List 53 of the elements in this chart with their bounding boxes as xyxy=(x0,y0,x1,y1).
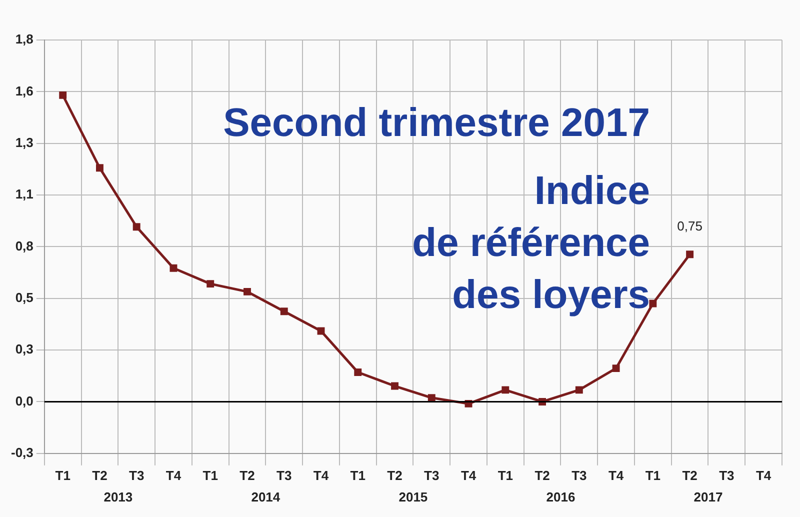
x-tick-label: T2 xyxy=(240,468,255,483)
point xyxy=(280,308,288,316)
x-tick-label: T1 xyxy=(498,468,513,483)
x-tick-label: T4 xyxy=(756,468,772,483)
point xyxy=(206,280,214,288)
point xyxy=(59,91,67,99)
y-tick-label: 1,6 xyxy=(15,83,34,98)
point xyxy=(391,382,398,390)
y-tick-label: 0,5 xyxy=(15,290,34,305)
point xyxy=(686,250,694,258)
x-tick-label: T3 xyxy=(129,468,144,483)
x-tick-label: T4 xyxy=(313,468,330,483)
text: 2017 xyxy=(694,489,723,504)
point xyxy=(649,300,657,308)
y-tick-label: 0,0 xyxy=(15,393,34,408)
text: 2014 xyxy=(251,489,281,504)
x-tick-label: T4 xyxy=(460,468,477,483)
x-tick-label: T2 xyxy=(682,468,698,483)
text: Indice de référence des loyers xyxy=(411,168,650,319)
x-tick-label: T1 xyxy=(55,468,70,483)
point xyxy=(575,386,583,394)
y-tick-label: -0,3 xyxy=(10,444,34,460)
point xyxy=(502,386,510,394)
y-tick-label: 0,3 xyxy=(15,342,34,357)
text: 2015 xyxy=(398,489,428,504)
x-tick-label: T2 xyxy=(387,468,402,483)
point xyxy=(244,288,251,296)
x-tick-label: T4 xyxy=(166,468,182,483)
x-tick-label: T2 xyxy=(534,468,550,483)
x-tick-label: T3 xyxy=(719,468,734,483)
x-tick-label: T1 xyxy=(350,468,366,483)
x-tick-label: T1 xyxy=(645,468,661,483)
point xyxy=(317,327,325,335)
point xyxy=(612,364,620,372)
x-tick-label: T1 xyxy=(202,468,218,483)
x-tick-label: T4 xyxy=(608,468,624,483)
point xyxy=(170,264,178,272)
y-tick-label: 0,8 xyxy=(15,238,34,254)
x-tick-label: T3 xyxy=(276,468,292,483)
y-tick-label: 1,3 xyxy=(15,134,34,150)
point xyxy=(132,223,140,231)
point xyxy=(96,164,104,172)
x-tick-label: T3 xyxy=(572,468,587,483)
x-tick-label: T2 xyxy=(92,468,108,483)
point xyxy=(354,368,362,376)
text: 2016 xyxy=(546,489,576,504)
y-tick-label: 1,8 xyxy=(15,32,34,47)
data-label: 0,75 xyxy=(677,218,702,234)
y-tick-label: 1,1 xyxy=(15,186,34,202)
text: Second trimestre 2017 xyxy=(222,100,650,146)
text: 2013 xyxy=(104,489,133,504)
x-tick-label: T3 xyxy=(424,468,440,483)
point xyxy=(428,394,436,402)
